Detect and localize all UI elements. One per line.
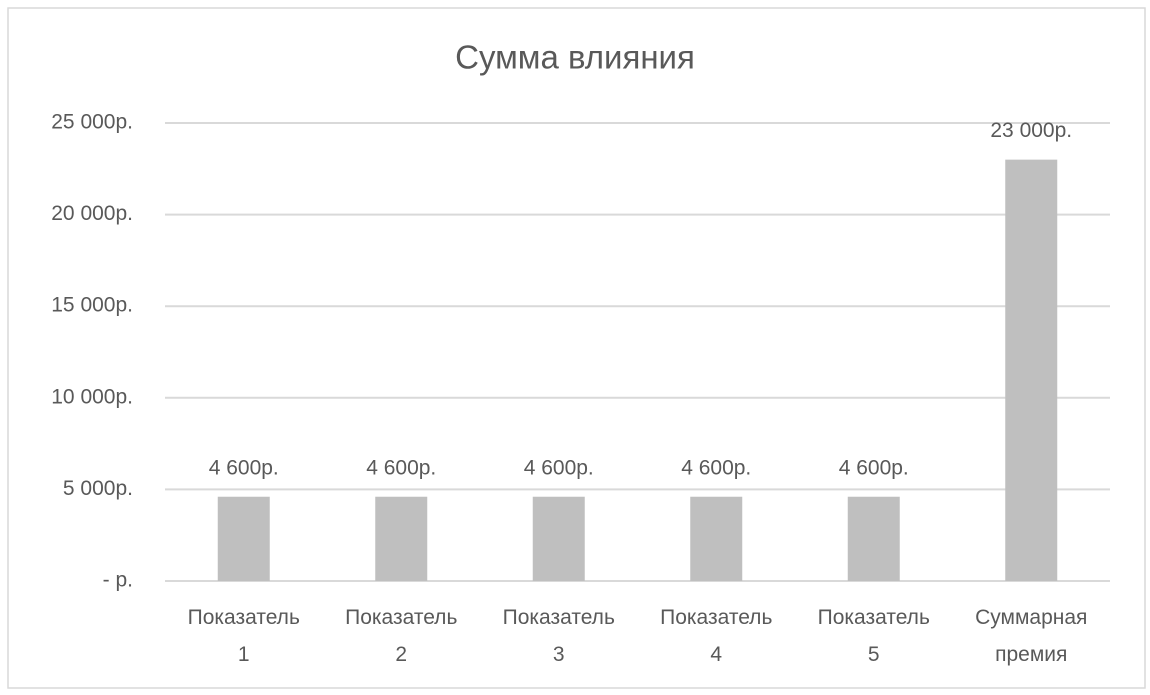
x-tick-line: Показатель bbox=[818, 606, 930, 629]
x-tick-line: 2 bbox=[395, 643, 407, 666]
y-tick-label: 15 000р. bbox=[51, 294, 133, 317]
x-tick-line: Показатель bbox=[503, 606, 615, 629]
x-tick-label: Показатель 3 bbox=[503, 606, 615, 666]
bar bbox=[532, 496, 585, 581]
value-label: 4 600р. bbox=[209, 456, 279, 479]
chart-title: Сумма влияния bbox=[455, 39, 695, 76]
x-tick-line: Показатель bbox=[660, 606, 772, 629]
x-tick-label: Показатель 1 bbox=[188, 606, 300, 666]
value-label: 4 600р. bbox=[681, 456, 751, 479]
y-tick-label: 5 000р. bbox=[63, 477, 133, 500]
y-tick-label: - р. bbox=[103, 569, 133, 592]
y-tick-label: 10 000р. bbox=[51, 385, 133, 408]
y-tick-label: 20 000р. bbox=[51, 202, 133, 225]
bar bbox=[1005, 159, 1058, 581]
x-tick-line: Суммарная bbox=[975, 606, 1087, 629]
y-tick-label: 25 000р. bbox=[51, 111, 133, 134]
value-label: 23 000р. bbox=[990, 119, 1072, 142]
value-label: 4 600р. bbox=[366, 456, 436, 479]
x-tick-label: Суммарная премия bbox=[975, 606, 1087, 666]
x-tick-line: 4 bbox=[710, 643, 722, 666]
x-tick-label: Показатель 5 bbox=[818, 606, 930, 666]
x-tick-line: 5 bbox=[868, 643, 880, 666]
x-tick-label: Показатель 2 bbox=[345, 606, 457, 666]
x-tick-line: премия bbox=[995, 643, 1067, 666]
bar bbox=[375, 496, 428, 581]
x-tick-label: Показатель 4 bbox=[660, 606, 772, 666]
bar bbox=[690, 496, 743, 581]
bar bbox=[217, 496, 270, 581]
x-tick-line: 1 bbox=[238, 643, 250, 666]
x-tick-line: Показатель bbox=[188, 606, 300, 629]
bar bbox=[847, 496, 900, 581]
x-tick-line: Показатель bbox=[345, 606, 457, 629]
chart-border bbox=[7, 7, 1146, 689]
x-tick-line: 3 bbox=[553, 643, 565, 666]
value-label: 4 600р. bbox=[524, 456, 594, 479]
value-label: 4 600р. bbox=[839, 456, 909, 479]
